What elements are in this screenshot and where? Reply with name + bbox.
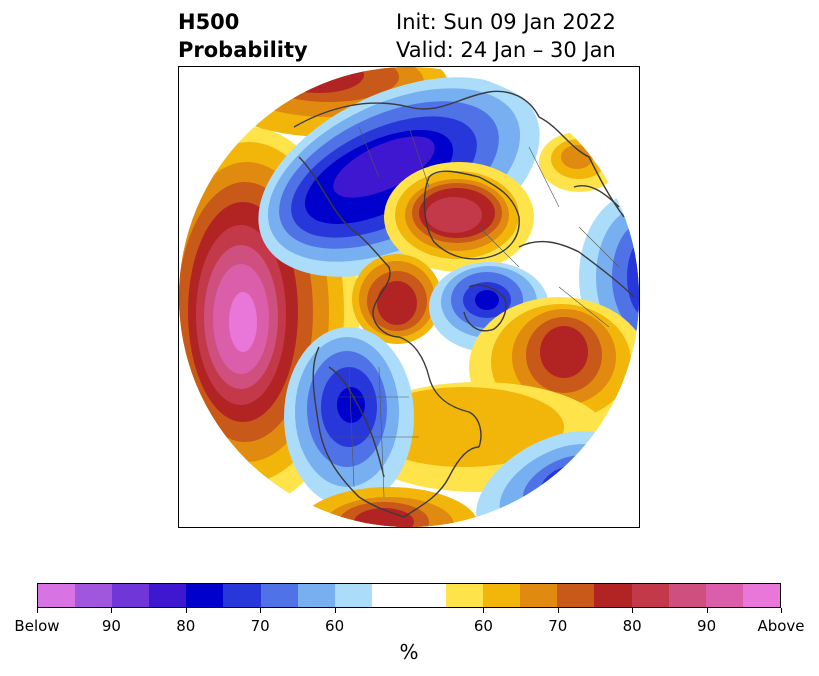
colorbar-segment <box>483 584 521 607</box>
colorbar-segment <box>668 584 706 607</box>
colorbar <box>37 583 781 608</box>
colorbar-segment <box>186 584 224 607</box>
anomaly-northeast-positive <box>539 132 619 192</box>
colorbar-tick-label: 90 <box>101 617 121 635</box>
colorbar-tick-label: 80 <box>622 617 642 635</box>
colorbar-segment <box>334 584 372 607</box>
colorbar-tick-label: Above <box>757 617 805 635</box>
colorbar-segment <box>371 584 409 607</box>
title-line-2: Probability <box>178 38 308 62</box>
colorbar-tick-label: 80 <box>176 617 196 635</box>
colorbar-tick <box>260 608 261 613</box>
colorbar-segment <box>557 584 595 607</box>
colorbar-segment <box>705 584 743 607</box>
colorbar-tick <box>37 608 38 613</box>
colorbar-segment <box>223 584 261 607</box>
title-line-1: H500 <box>178 10 240 34</box>
colorbar-segment <box>297 584 335 607</box>
colorbar-segment <box>408 584 447 607</box>
colorbar-tick-label: 70 <box>250 617 270 635</box>
init-date: Init: Sun 09 Jan 2022 <box>396 10 616 34</box>
colorbar-tick <box>111 608 112 613</box>
anomaly-north-america-negative <box>284 327 414 507</box>
anomaly-south-positive <box>299 487 479 527</box>
colorbar-tick-label: Below <box>14 617 60 635</box>
colorbar-tick <box>186 608 187 613</box>
colorbar-tick <box>632 608 633 613</box>
colorbar-segment <box>742 584 780 607</box>
colorbar-tick-label: 70 <box>548 617 568 635</box>
colorbar-segment <box>149 584 187 607</box>
colorbar-tick <box>335 608 336 613</box>
map-title: H500 Probability <box>178 8 308 64</box>
valid-range: Valid: 24 Jan – 30 Jan <box>396 38 616 62</box>
colorbar-segment <box>520 584 558 607</box>
colorbar-segment <box>260 584 298 607</box>
colorbar-tick <box>558 608 559 613</box>
colorbar-tick <box>781 608 782 613</box>
coastlines <box>293 90 635 518</box>
anomaly-greenland-positive <box>384 162 534 272</box>
colorbar-tick-label: 60 <box>473 617 493 635</box>
map-frame <box>178 66 640 528</box>
colorbar-tick <box>483 608 484 613</box>
colorbar-segment <box>446 584 484 607</box>
colorbar-tick <box>707 608 708 613</box>
colorbar-segment <box>75 584 113 607</box>
probability-map <box>179 67 639 527</box>
colorbar-segment <box>38 584 76 607</box>
date-info: Init: Sun 09 Jan 2022 Valid: 24 Jan – 30… <box>396 8 616 64</box>
colorbar-tick-label: 90 <box>697 617 717 635</box>
borders <box>329 126 620 498</box>
colorbar-tick-label: 60 <box>325 617 345 635</box>
colorbar-segment <box>112 584 150 607</box>
colorbar-unit: % <box>399 640 419 664</box>
colorbar-segment <box>631 584 669 607</box>
colorbar-labels: Below 90 80 70 60 60 70 80 90 Above <box>0 617 819 637</box>
colorbar-segment <box>594 584 632 607</box>
